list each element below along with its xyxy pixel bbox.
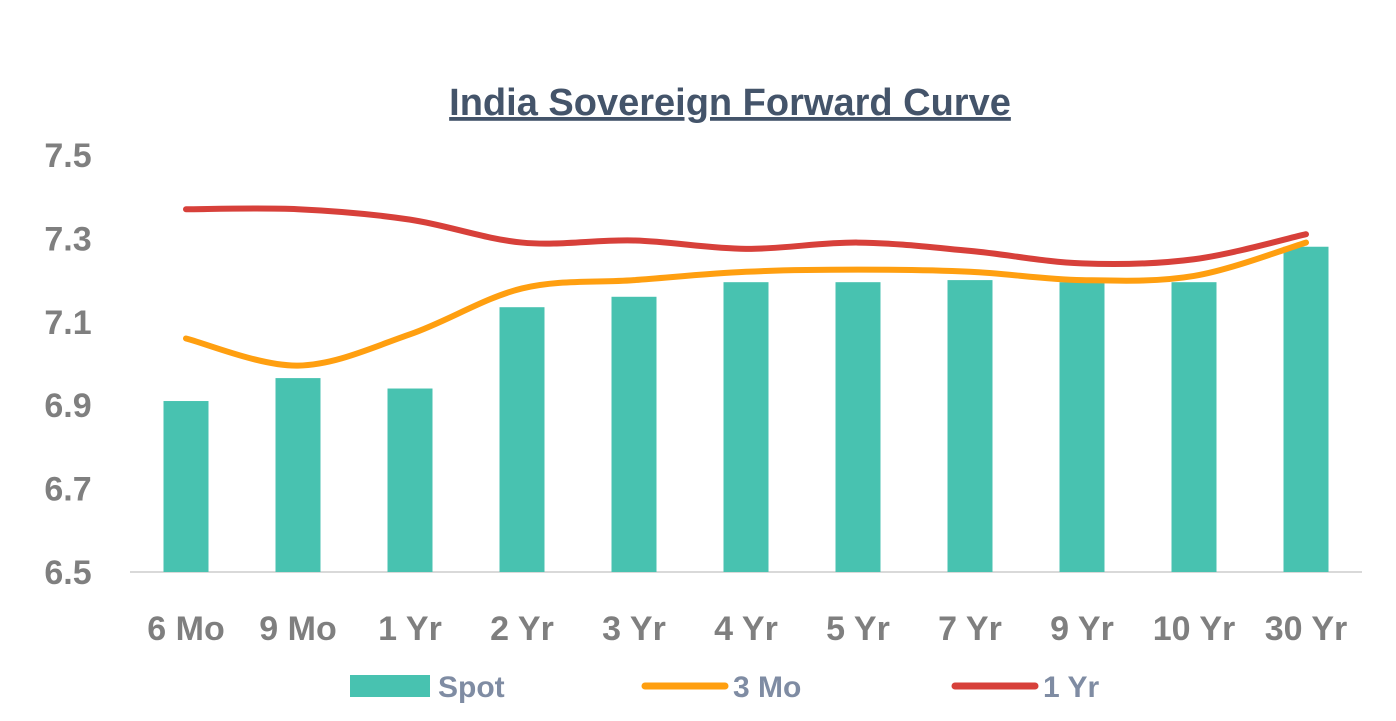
spot-bar xyxy=(1059,282,1105,572)
y-tick-label: 7.5 xyxy=(44,137,91,175)
chart-title: India Sovereign Forward Curve xyxy=(449,82,1011,124)
legend: Spot 3 Mo 1 Yr xyxy=(350,671,1099,704)
spot-bar xyxy=(163,401,209,572)
spot-bar xyxy=(499,307,545,572)
spot-bar xyxy=(275,378,321,572)
y-tick-label: 6.7 xyxy=(44,471,91,509)
x-tick-label: 9 Mo xyxy=(259,610,336,648)
x-tick-label: 7 Yr xyxy=(938,610,1002,648)
series-line-3-mo xyxy=(183,239,1309,369)
x-tick-label: 6 Mo xyxy=(147,610,224,648)
spot-bar xyxy=(1283,246,1329,573)
x-tick-label: 9 Yr xyxy=(1050,610,1114,648)
series-line-1-yr xyxy=(183,205,1309,268)
x-axis-ticks: 6 Mo 9 Mo 1 Yr 2 Yr 3 Yr 4 Yr 5 Yr 7 Yr 9 Yr 10 Y… xyxy=(147,610,1347,648)
y-tick-label: 6.5 xyxy=(44,554,91,592)
legend-label: 1 Yr xyxy=(1043,671,1099,704)
y-tick-label: 7.1 xyxy=(44,304,91,342)
x-tick-label: 10 Yr xyxy=(1153,610,1236,648)
forward-lines xyxy=(183,205,1309,369)
x-tick-label: 30 Yr xyxy=(1265,610,1348,648)
spot-bar xyxy=(611,296,657,572)
spot-bar xyxy=(1171,282,1217,572)
x-tick-label: 5 Yr xyxy=(826,610,890,648)
spot-bar xyxy=(387,388,433,572)
spot-bar xyxy=(835,282,881,572)
legend-label: Spot xyxy=(438,671,505,704)
legend-swatch-spot xyxy=(350,675,430,697)
y-tick-label: 7.3 xyxy=(44,220,91,258)
legend-label: 3 Mo xyxy=(733,671,801,704)
y-tick-label: 6.9 xyxy=(44,387,91,425)
x-tick-label: 2 Yr xyxy=(490,610,554,648)
x-tick-label: 3 Yr xyxy=(602,610,666,648)
x-tick-label: 4 Yr xyxy=(714,610,778,648)
x-tick-label: 1 Yr xyxy=(378,610,442,648)
y-axis-ticks: 6.5 6.7 6.9 7.1 7.3 7.5 xyxy=(44,137,91,592)
spot-bar xyxy=(723,282,769,572)
spot-bar xyxy=(947,280,993,572)
spot-bars xyxy=(163,246,1329,573)
